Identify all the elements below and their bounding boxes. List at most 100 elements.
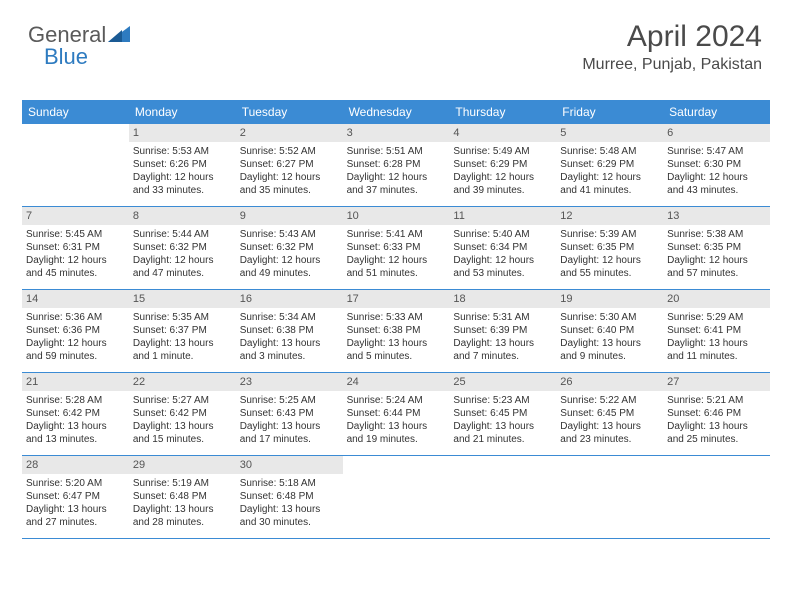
sunrise-label: Sunrise: 5:40 AM (453, 228, 552, 241)
sunset-label: Sunset: 6:41 PM (667, 324, 766, 337)
day-number: 16 (236, 290, 343, 308)
daylight1-label: Daylight: 12 hours (240, 254, 339, 267)
daylight1-label: Daylight: 12 hours (560, 254, 659, 267)
header: April 2024 Murree, Punjab, Pakistan (582, 20, 762, 74)
daylight1-label: Daylight: 13 hours (133, 503, 232, 516)
sunset-label: Sunset: 6:34 PM (453, 241, 552, 254)
calendar-cell: 23Sunrise: 5:25 AMSunset: 6:43 PMDayligh… (236, 373, 343, 455)
daylight2-label: and 15 minutes. (133, 433, 232, 446)
sunrise-label: Sunrise: 5:51 AM (347, 145, 446, 158)
daylight2-label: and 43 minutes. (667, 184, 766, 197)
calendar-cell: 6Sunrise: 5:47 AMSunset: 6:30 PMDaylight… (663, 124, 770, 206)
daylight2-label: and 37 minutes. (347, 184, 446, 197)
sunrise-label: Sunrise: 5:34 AM (240, 311, 339, 324)
sunrise-label: Sunrise: 5:18 AM (240, 477, 339, 490)
sunrise-label: Sunrise: 5:45 AM (26, 228, 125, 241)
day-number: 19 (556, 290, 663, 308)
daylight2-label: and 35 minutes. (240, 184, 339, 197)
sunset-label: Sunset: 6:35 PM (560, 241, 659, 254)
sunset-label: Sunset: 6:32 PM (240, 241, 339, 254)
calendar-cell: 9Sunrise: 5:43 AMSunset: 6:32 PMDaylight… (236, 207, 343, 289)
daylight2-label: and 13 minutes. (26, 433, 125, 446)
sunset-label: Sunset: 6:36 PM (26, 324, 125, 337)
daylight2-label: and 19 minutes. (347, 433, 446, 446)
calendar-cell (663, 456, 770, 538)
daylight2-label: and 53 minutes. (453, 267, 552, 280)
sunrise-label: Sunrise: 5:27 AM (133, 394, 232, 407)
sunset-label: Sunset: 6:31 PM (26, 241, 125, 254)
daylight1-label: Daylight: 12 hours (133, 171, 232, 184)
daylight1-label: Daylight: 12 hours (347, 171, 446, 184)
day-number: 15 (129, 290, 236, 308)
day-number: 13 (663, 207, 770, 225)
daylight2-label: and 49 minutes. (240, 267, 339, 280)
calendar-cell: 22 Sunrise: 5:27 AMSunset: 6:42 PMDayligh… (129, 373, 236, 455)
calendar-cell: 5Sunrise: 5:48 AMSunset: 6:29 PMDaylight… (556, 124, 663, 206)
daylight1-label: Daylight: 13 hours (26, 503, 125, 516)
sunrise-label: Sunrise: 5:41 AM (347, 228, 446, 241)
calendar-cell: 12Sunrise: 5:39 AMSunset: 6:35 PMDayligh… (556, 207, 663, 289)
daylight2-label: and 59 minutes. (26, 350, 125, 363)
daylight2-label: and 57 minutes. (667, 267, 766, 280)
sunset-label: Sunset: 6:44 PM (347, 407, 446, 420)
daylight2-label: and 33 minutes. (133, 184, 232, 197)
daylight1-label: Daylight: 12 hours (560, 171, 659, 184)
calendar-cell: 20Sunrise: 5:29 AMSunset: 6:41 PMDayligh… (663, 290, 770, 372)
daylight2-label: and 21 minutes. (453, 433, 552, 446)
day-number: 17 (343, 290, 450, 308)
daylight1-label: Daylight: 13 hours (133, 420, 232, 433)
calendar-cell: 3Sunrise: 5:51 AMSunset: 6:28 PMDaylight… (343, 124, 450, 206)
day-number: 8 (129, 207, 236, 225)
daylight1-label: Daylight: 13 hours (667, 420, 766, 433)
calendar-cell: 19Sunrise: 5:30 AMSunset: 6:40 PMDayligh… (556, 290, 663, 372)
calendar-cell (449, 456, 556, 538)
daylight1-label: Daylight: 12 hours (667, 171, 766, 184)
sunset-label: Sunset: 6:26 PM (133, 158, 232, 171)
day-number: 12 (556, 207, 663, 225)
day-number: 26 (556, 373, 663, 391)
calendar-cell: 25Sunrise: 5:23 AMSunset: 6:45 PMDayligh… (449, 373, 556, 455)
daylight2-label: and 5 minutes. (347, 350, 446, 363)
calendar-cell: 11Sunrise: 5:40 AMSunset: 6:34 PMDayligh… (449, 207, 556, 289)
daylight1-label: Daylight: 12 hours (453, 171, 552, 184)
day-number: 21 (22, 373, 129, 391)
sunset-label: Sunset: 6:38 PM (240, 324, 339, 337)
day-number: 25 (449, 373, 556, 391)
day-number: 3 (343, 124, 450, 142)
day-number: 20 (663, 290, 770, 308)
calendar-cell: 24Sunrise: 5:24 AMSunset: 6:44 PMDayligh… (343, 373, 450, 455)
day-number: 30 (236, 456, 343, 474)
sunrise-label: Sunrise: 5:48 AM (560, 145, 659, 158)
sunrise-label: Sunrise: 5:38 AM (667, 228, 766, 241)
day-number: 23 (236, 373, 343, 391)
sunrise-label: Sunrise: 5:19 AM (133, 477, 232, 490)
day-number: 5 (556, 124, 663, 142)
sunset-label: Sunset: 6:43 PM (240, 407, 339, 420)
day-number: 24 (343, 373, 450, 391)
daylight2-label: and 51 minutes. (347, 267, 446, 280)
daylight2-label: and 7 minutes. (453, 350, 552, 363)
daylight2-label: and 39 minutes. (453, 184, 552, 197)
daylight1-label: Daylight: 13 hours (347, 337, 446, 350)
daylight2-label: and 11 minutes. (667, 350, 766, 363)
day-number: 28 (22, 456, 129, 474)
day-number: 9 (236, 207, 343, 225)
day-number: 29 (129, 456, 236, 474)
week-row: 14Sunrise: 5:36 AMSunset: 6:36 PMDayligh… (22, 290, 770, 373)
sunrise-label: Sunrise: 5:35 AM (133, 311, 232, 324)
sunrise-label: Sunrise: 5:53 AM (133, 145, 232, 158)
daylight1-label: Daylight: 13 hours (560, 337, 659, 350)
daylight1-label: Daylight: 13 hours (453, 337, 552, 350)
sunset-label: Sunset: 6:27 PM (240, 158, 339, 171)
sunset-label: Sunset: 6:29 PM (453, 158, 552, 171)
daylight1-label: Daylight: 12 hours (453, 254, 552, 267)
day-number: 22 (129, 373, 236, 391)
calendar-cell: 21Sunrise: 5:28 AMSunset: 6:42 PMDayligh… (22, 373, 129, 455)
sunset-label: Sunset: 6:42 PM (133, 407, 232, 420)
day-header-mon: Monday (129, 100, 236, 124)
calendar-cell: 2Sunrise: 5:52 AMSunset: 6:27 PMDaylight… (236, 124, 343, 206)
day-header-fri: Friday (556, 100, 663, 124)
day-number: 27 (663, 373, 770, 391)
daylight2-label: and 3 minutes. (240, 350, 339, 363)
daylight2-label: and 41 minutes. (560, 184, 659, 197)
